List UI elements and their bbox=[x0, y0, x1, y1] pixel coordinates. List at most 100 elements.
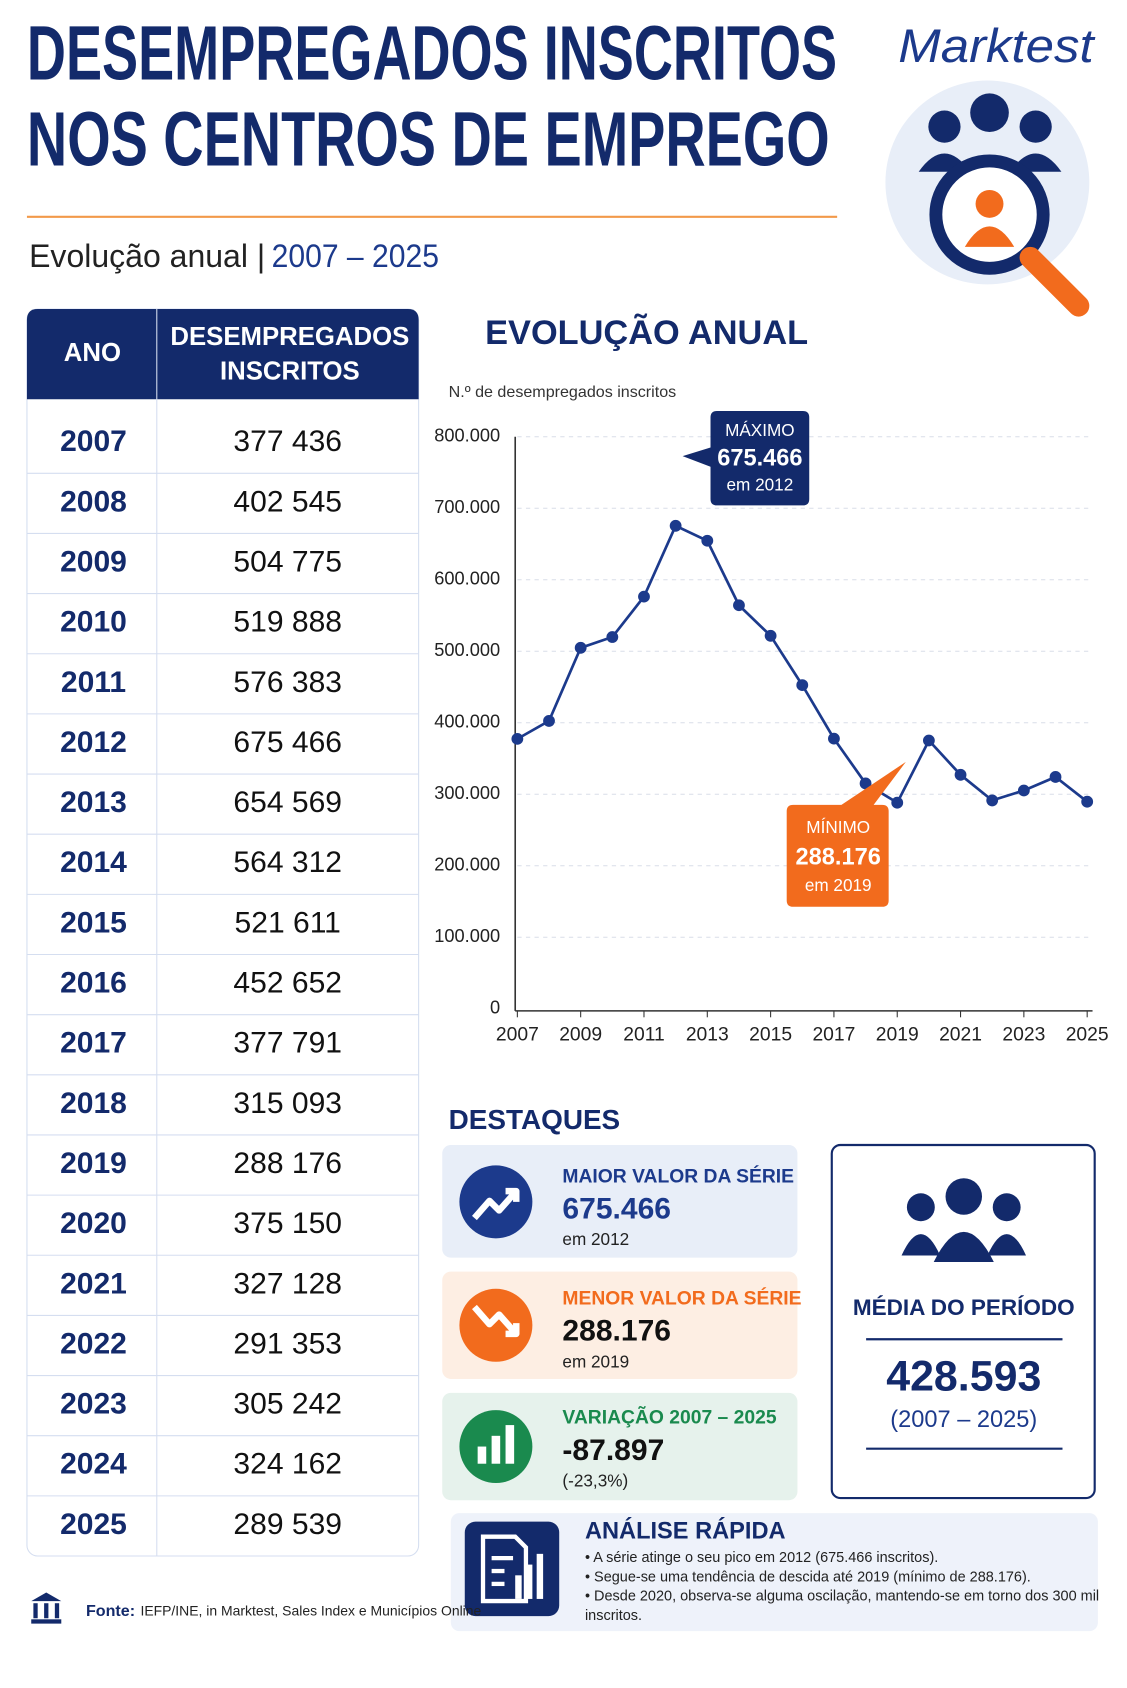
card-value: 675.466 bbox=[562, 1192, 671, 1225]
brand: Marktest bbox=[898, 20, 1095, 73]
x-tick-label: 2013 bbox=[686, 1025, 729, 1046]
data-point bbox=[543, 715, 555, 727]
year-cell: 2025 bbox=[60, 1508, 127, 1541]
y-tick-label: 700.000 bbox=[434, 496, 500, 517]
card-label: VARIAÇÃO 2007 – 2025 bbox=[562, 1406, 776, 1429]
mean-label: MÉDIA DO PERÍODO bbox=[853, 1295, 1075, 1320]
callout-max-bg bbox=[682, 411, 810, 506]
source-text: IEFP/INE, in Marktest, Sales Index e Mun… bbox=[140, 1602, 481, 1618]
year-cell: 2024 bbox=[60, 1448, 127, 1481]
year-cell: 2013 bbox=[60, 786, 127, 819]
card-note: em 2012 bbox=[562, 1229, 629, 1249]
callout-note: em 2012 bbox=[726, 475, 793, 495]
title: NOS CENTROS DE EMPREGO bbox=[27, 96, 830, 182]
table-header-bg bbox=[26, 309, 419, 400]
analysis-line: inscritos. bbox=[585, 1608, 642, 1624]
people-icon bbox=[901, 1178, 1027, 1262]
callout-value: 675.466 bbox=[717, 446, 802, 472]
bars-icon bbox=[477, 1425, 515, 1464]
card-bg bbox=[442, 1392, 798, 1501]
y-tick-label: 800.000 bbox=[434, 425, 500, 446]
y-tick-label: 100.000 bbox=[434, 925, 500, 946]
callout-value: 288.176 bbox=[796, 845, 881, 871]
callout-label: MÍNIMO bbox=[806, 817, 870, 837]
year-cell: 2018 bbox=[60, 1087, 127, 1120]
x-tick-label: 2019 bbox=[876, 1025, 919, 1046]
mean-box bbox=[830, 1143, 1096, 1500]
mean-period: (2007 – 2025) bbox=[890, 1407, 1037, 1433]
x-tick-label: 2007 bbox=[496, 1025, 539, 1046]
series-line bbox=[516, 523, 1089, 805]
value-cell: 521 611 bbox=[235, 906, 341, 939]
table-header: DESEMPREGADOS INSCRITOS bbox=[170, 323, 409, 385]
year-cell: 2022 bbox=[60, 1327, 127, 1360]
year-cell: 2009 bbox=[60, 545, 127, 578]
value-cell: 564 312 bbox=[233, 846, 342, 879]
analysis-line: • Desde 2020, observa-se alguma oscilaçã… bbox=[585, 1589, 1099, 1605]
year-cell: 2008 bbox=[60, 485, 127, 518]
table-header: ANO bbox=[64, 339, 121, 367]
down-arrow bbox=[472, 1304, 520, 1338]
card-icon bbox=[459, 1165, 533, 1239]
x-tick-label: 2015 bbox=[749, 1025, 792, 1046]
year-cell: 2019 bbox=[60, 1147, 127, 1180]
value-cell: 377 791 bbox=[233, 1027, 342, 1060]
callout-label: MÁXIMO bbox=[725, 420, 795, 440]
data-point bbox=[511, 732, 524, 745]
value-cell: 504 775 bbox=[233, 545, 342, 578]
year-cell: 2007 bbox=[60, 425, 127, 458]
data-point bbox=[796, 679, 809, 691]
value-cell: 654 569 bbox=[233, 786, 342, 819]
value-cell: 377 436 bbox=[233, 425, 342, 458]
data-point bbox=[1081, 795, 1094, 808]
card-icon bbox=[459, 1288, 533, 1362]
year-cell: 2017 bbox=[60, 1027, 127, 1060]
y-tick-label: 300.000 bbox=[434, 782, 500, 803]
data-point bbox=[701, 534, 714, 547]
mean-value: 428.593 bbox=[886, 1352, 1041, 1400]
y-tick-label: 0 bbox=[490, 997, 500, 1018]
x-tick-label: 2023 bbox=[1002, 1025, 1045, 1046]
value-cell: 315 093 bbox=[233, 1087, 342, 1120]
callout-note: em 2019 bbox=[805, 875, 872, 895]
x-tick-label: 2017 bbox=[812, 1025, 855, 1046]
callout-min-bg bbox=[786, 761, 906, 907]
value-cell: 327 128 bbox=[233, 1267, 342, 1300]
year-cell: 2023 bbox=[60, 1388, 127, 1421]
value-cell: 452 652 bbox=[233, 967, 342, 1000]
card-bg bbox=[442, 1271, 798, 1379]
x-tick-label: 2025 bbox=[1066, 1025, 1109, 1046]
doc-bars bbox=[515, 1553, 544, 1599]
analysis-line: • Segue-se uma tendência de descida até … bbox=[585, 1569, 1031, 1585]
chart-title: EVOLUÇÃO ANUAL bbox=[485, 313, 808, 352]
title: DESEMPREGADOS INSCRITOS bbox=[27, 10, 837, 96]
value-cell: 402 545 bbox=[233, 485, 342, 518]
value-cell: 288 176 bbox=[233, 1147, 342, 1180]
card-value: -87.897 bbox=[562, 1434, 664, 1467]
x-tick-label: 2009 bbox=[559, 1025, 602, 1046]
card-bg bbox=[442, 1145, 798, 1258]
year-cell: 2011 bbox=[61, 666, 126, 699]
data-point bbox=[859, 777, 872, 790]
data-point bbox=[986, 794, 999, 807]
up-arrow bbox=[472, 1187, 520, 1221]
x-tick-label: 2021 bbox=[939, 1025, 982, 1046]
y-tick-label: 400.000 bbox=[434, 711, 500, 732]
source-label: Fonte: bbox=[86, 1602, 135, 1620]
data-point bbox=[1049, 771, 1062, 783]
analysis-line: • A série atinge o seu pico em 2012 (675… bbox=[585, 1550, 938, 1566]
subtitle-range: 2007 – 2025 bbox=[272, 238, 439, 274]
value-cell: 289 539 bbox=[233, 1508, 342, 1541]
value-cell: 519 888 bbox=[233, 606, 342, 639]
card-value: 288.176 bbox=[562, 1315, 671, 1348]
value-cell: 576 383 bbox=[233, 666, 342, 699]
year-cell: 2016 bbox=[60, 967, 127, 1000]
x-tick-label: 2011 bbox=[623, 1025, 664, 1046]
data-point bbox=[922, 734, 935, 747]
year-cell: 2015 bbox=[60, 906, 127, 939]
data-point bbox=[733, 599, 745, 612]
data-point bbox=[606, 631, 619, 643]
year-cell: 2020 bbox=[60, 1207, 127, 1240]
data-point bbox=[828, 732, 840, 745]
